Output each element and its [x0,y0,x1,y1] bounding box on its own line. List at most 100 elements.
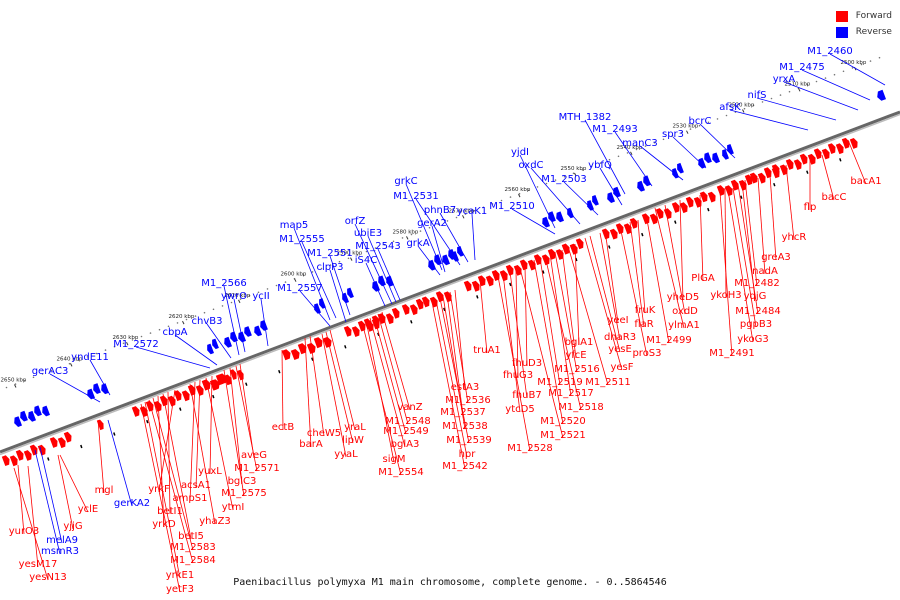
forward-gene-label: yclE [78,504,99,515]
scale-tick-label: 2530 kbp [673,124,699,130]
forward-gene-label: M1_2491 [709,348,754,359]
leader-line [260,298,269,347]
forward-gene-arrow [730,179,739,191]
forward-gene-arrow [217,373,227,385]
ruler-dot [122,342,125,345]
reverse-gene-arrow [542,216,550,228]
leader-line [530,167,581,225]
forward-gene-label: yeeI [607,315,628,326]
chromosome-backbone [0,110,900,456]
forward-gene-arrow [685,196,694,208]
forward-gene-arrow [187,384,196,396]
ruler-dot [239,298,242,300]
ruler-dot [347,257,350,260]
leader-line [435,299,468,458]
reverse-gene-label: melA9 [46,535,78,546]
ruler-dot [104,349,107,351]
forward-gene-label: M1_2571 [234,463,279,474]
forward-gene-label: bglA1 [565,337,594,348]
forward-gene-arrow [371,318,380,330]
reverse-gene-label: clpP3 [316,262,343,273]
forward-gene-arrow [827,143,836,154]
ruler-dot [752,104,755,107]
forward-gene-arrow [229,369,237,380]
leader-line [567,245,609,386]
ruler-dot [779,94,782,96]
backbone-line [0,110,900,454]
forward-gene-arrow [57,437,66,449]
leader-line [563,181,599,216]
feature-boundary-tick [344,345,347,349]
scale-tick [742,109,745,113]
forward-gene-label: M1_2536 [445,395,490,406]
forward-gene-arrow [793,159,802,170]
ruler-dot [572,172,575,175]
scale-tick [182,320,185,325]
forward-gene-arrow [785,159,794,170]
feature-boundary-tick [311,357,314,361]
forward-gene-label: bacC [822,192,847,203]
leader-line [584,119,626,195]
leader-line [148,399,194,564]
legend-forward-label: Forward [855,11,892,21]
ruler-dot [482,206,485,209]
forward-gene-label: M1_2538 [442,421,487,432]
scale-tick-label: 2580 kbp [393,229,419,235]
forward-gene-arrow [363,318,372,330]
reverse-gene-label: MTH_1382 [559,112,612,123]
ruler-dot [815,80,818,83]
forward-gene-label: yfcE [565,350,586,361]
reverse-gene-arrow [613,186,621,198]
leader-line [524,265,528,367]
ruler-dot [581,169,584,171]
leader-line [417,245,441,276]
reverse-gene-label: M1_2572 [113,339,158,350]
ruler-dot [500,199,503,202]
forward-gene-arrow [63,431,72,443]
forward-gene-arrow [343,326,352,337]
forward-gene-arrow [779,164,788,176]
reverse-gene-label: gerKA2 [114,498,150,509]
leader-line [381,311,411,411]
leader-line [205,377,234,511]
leader-line [509,271,528,399]
leader-line [744,179,758,287]
ruler-dot [851,67,854,69]
forward-gene-label: yesN13 [29,572,67,583]
feature-boundary-tick [179,407,182,411]
forward-gene-label: M1_2511 [585,377,630,388]
ruler-dot [392,240,395,243]
leader-line [599,232,621,341]
reverse-gene-arrow [14,416,22,427]
reverse-gene-arrow [877,89,886,101]
forward-gene-arrow [401,304,410,315]
reverse-gene-arrow [722,149,729,160]
ruler-dot [383,243,386,246]
reverse-gene-label: gerA2 [417,218,447,229]
leader-line [664,204,686,315]
forward-gene-label: M1_2517 [548,388,593,399]
reverse-gene-arrow [677,162,684,174]
feature-boundary-tick [674,220,677,224]
reverse-gene-arrow [244,326,252,337]
forward-gene-label: M1_2584 [170,555,215,566]
ruler-dot [626,152,629,154]
forward-gene-label: ampS1 [173,493,208,504]
leader-line [97,419,105,494]
ruler-dot [743,107,746,110]
leader-line [59,454,89,513]
feature-boundary-tick [542,270,545,274]
leader-line [39,446,63,544]
forward-gene-label: flp [804,202,817,213]
ruler-dot [653,141,656,144]
forward-gene-arrow [477,275,486,287]
ruler-dot [527,189,530,192]
leader-line [584,237,623,371]
scale-tick-label: 2640 kbp [57,356,83,362]
forward-gene-arrow [49,437,58,448]
ruler-dot [194,315,197,317]
leader-line [679,199,684,301]
feature-boundary-tick [410,320,413,324]
reverse-gene-label: M1_2557 [277,283,322,294]
forward-gene-label: yrkE1 [166,570,195,581]
